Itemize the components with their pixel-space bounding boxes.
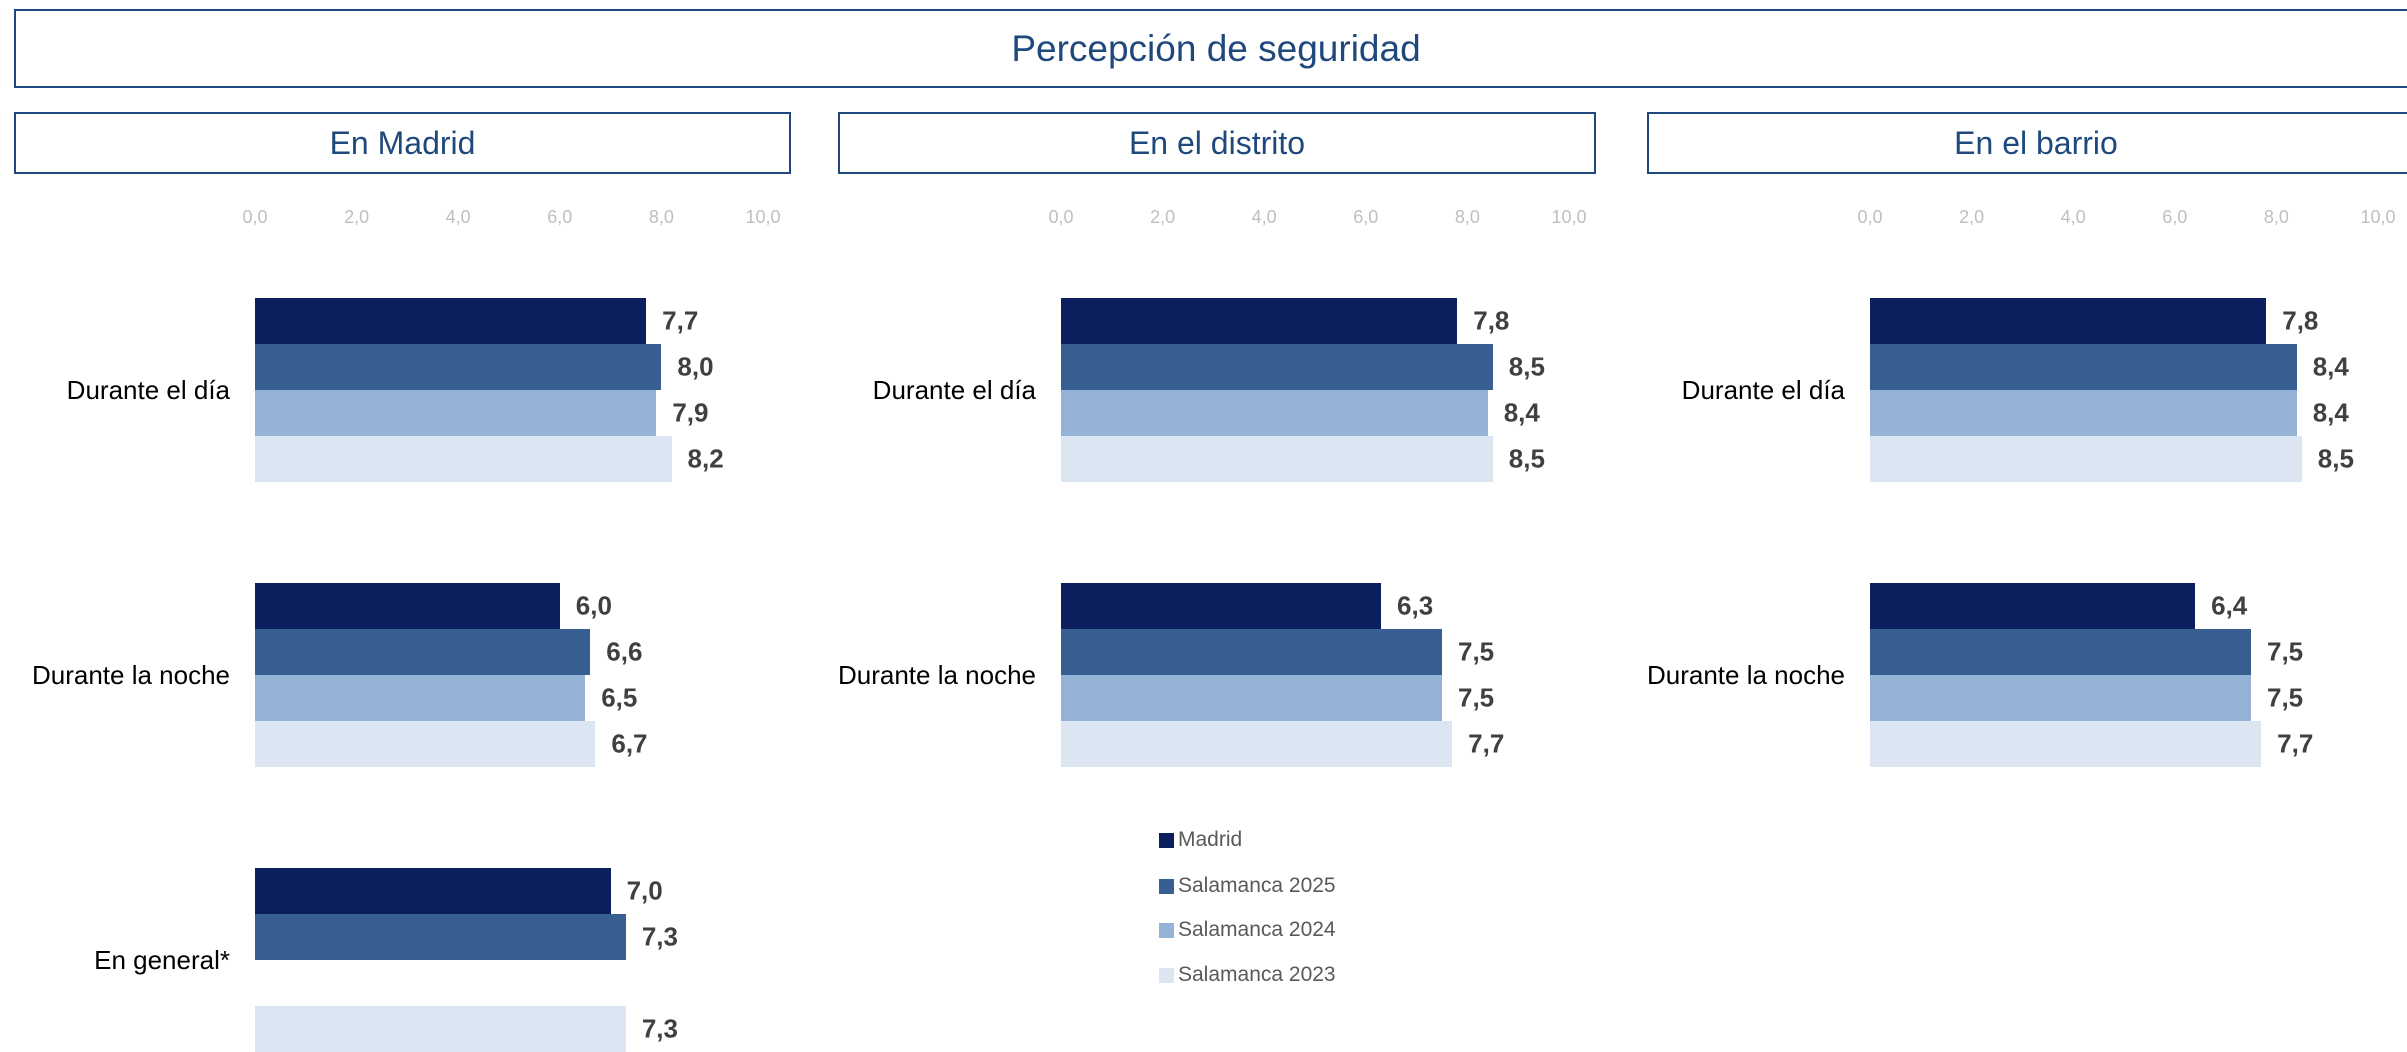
bar — [1061, 629, 1442, 675]
value-label: 6,4 — [2211, 590, 2248, 621]
x-tick-label: 10,0 — [2360, 207, 2396, 227]
bar — [1870, 721, 2262, 767]
value-label: 7,5 — [2267, 636, 2304, 667]
legend-label: Salamanca 2024 — [1178, 918, 1336, 941]
x-tick-label: 10,0 — [745, 207, 781, 227]
bar — [1870, 675, 2251, 721]
legend-label: Madrid — [1178, 828, 1243, 851]
value-label: 7,5 — [1458, 636, 1495, 667]
bar — [1870, 629, 2251, 675]
value-label: 7,9 — [672, 397, 709, 428]
value-label: 7,7 — [2277, 728, 2314, 759]
category-label: Durante el día — [1681, 375, 1845, 405]
value-label: 8,4 — [1503, 397, 1540, 428]
value-label: 7,7 — [662, 305, 699, 336]
main-title: Percepción de seguridad — [14, 9, 2407, 88]
x-tick-label: 2,0 — [344, 207, 370, 227]
bar — [255, 1006, 626, 1052]
bar — [1061, 583, 1382, 629]
bar — [255, 868, 611, 914]
bar — [1061, 721, 1453, 767]
value-label: 6,0 — [575, 590, 612, 621]
bar — [1061, 436, 1493, 482]
value-label: 8,5 — [1508, 351, 1545, 382]
x-tick-label: 4,0 — [445, 207, 471, 227]
bar — [1870, 298, 2267, 344]
category-label: Durante la noche — [1646, 660, 1845, 690]
category-label: Durante el día — [872, 375, 1036, 405]
category-label: Durante la noche — [31, 660, 230, 690]
x-tick-label: 6,0 — [547, 207, 573, 227]
bar — [255, 298, 647, 344]
panel-title: En el barrio — [1647, 112, 2407, 174]
category-label: Durante la noche — [837, 660, 1036, 690]
value-label: 8,0 — [677, 351, 714, 382]
value-label: 8,4 — [2312, 351, 2349, 382]
legend-label: Salamanca 2025 — [1178, 874, 1336, 897]
x-tick-label: 10,0 — [1551, 207, 1587, 227]
x-tick-label: 0,0 — [1048, 207, 1074, 227]
panel-title: En Madrid — [14, 112, 791, 174]
bar — [1870, 583, 2196, 629]
value-label: 8,5 — [2317, 443, 2354, 474]
x-tick-label: 6,0 — [2162, 207, 2188, 227]
bar — [255, 344, 662, 390]
x-tick-label: 4,0 — [1251, 207, 1277, 227]
value-label: 6,5 — [601, 682, 638, 713]
legend-swatch — [1159, 833, 1174, 848]
value-label: 7,5 — [2267, 682, 2304, 713]
legend-label: Salamanca 2023 — [1178, 963, 1336, 986]
bar — [1061, 390, 1488, 436]
value-label: 7,8 — [2282, 305, 2319, 336]
x-tick-label: 8,0 — [2263, 207, 2289, 227]
legend-swatch — [1159, 968, 1174, 983]
bar — [255, 436, 672, 482]
main-title-text: Percepción de seguridad — [1011, 27, 1421, 69]
x-tick-label: 8,0 — [648, 207, 674, 227]
bar — [255, 629, 591, 675]
panel-title: En el distrito — [838, 112, 1596, 174]
value-label: 6,3 — [1397, 590, 1434, 621]
x-tick-label: 4,0 — [2060, 207, 2086, 227]
bar — [255, 583, 560, 629]
bar — [1061, 298, 1458, 344]
bar — [1870, 344, 2297, 390]
value-label: 6,6 — [606, 636, 643, 667]
bar — [1870, 390, 2297, 436]
value-label: 7,5 — [1458, 682, 1495, 713]
bar — [255, 390, 657, 436]
value-label: 6,7 — [611, 728, 648, 759]
bar — [1061, 675, 1442, 721]
bar — [255, 914, 626, 960]
value-label: 7,3 — [641, 1013, 678, 1044]
bar — [255, 721, 596, 767]
bar — [1870, 436, 2302, 482]
value-label: 8,2 — [687, 443, 724, 474]
x-tick-label: 6,0 — [1353, 207, 1379, 227]
bar — [1061, 344, 1493, 390]
value-label: 8,4 — [2312, 397, 2349, 428]
x-tick-label: 0,0 — [1857, 207, 1883, 227]
bar — [255, 675, 586, 721]
x-tick-label: 8,0 — [1454, 207, 1480, 227]
value-label: 7,8 — [1473, 305, 1510, 336]
category-label: En general* — [94, 945, 230, 975]
legend-swatch — [1159, 923, 1174, 938]
x-tick-label: 2,0 — [1959, 207, 1985, 227]
value-label: 8,5 — [1508, 443, 1545, 474]
category-label: Durante el día — [66, 375, 230, 405]
value-label: 7,0 — [626, 875, 663, 906]
x-tick-label: 2,0 — [1150, 207, 1176, 227]
x-tick-label: 0,0 — [242, 207, 268, 227]
value-label: 7,3 — [641, 921, 678, 952]
value-label: 7,7 — [1468, 728, 1505, 759]
legend-swatch — [1159, 879, 1174, 894]
